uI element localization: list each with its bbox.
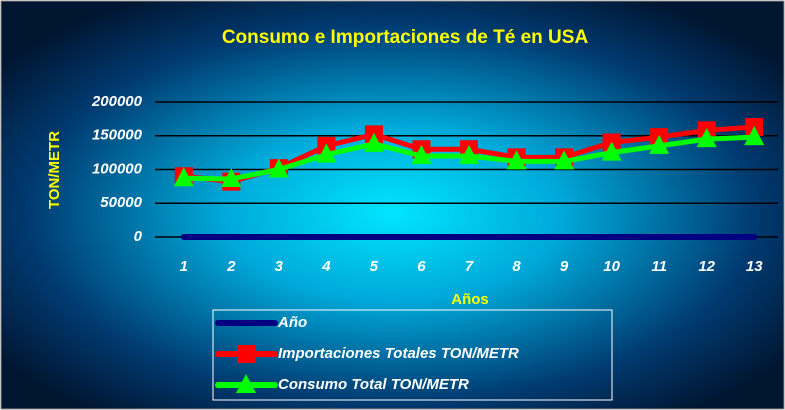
- x-tick-label: 7: [465, 258, 474, 275]
- x-tick-label: 8: [512, 258, 521, 275]
- marker: [268, 158, 289, 178]
- marker: [696, 128, 717, 148]
- x-tick-label: 10: [603, 258, 620, 275]
- x-tick-label: 5: [370, 258, 379, 275]
- x-tick-label: 2: [226, 258, 236, 275]
- x-tick-label: 6: [417, 258, 426, 275]
- chart-title: Consumo e Importaciones de Té en USA: [222, 27, 589, 48]
- x-tick-label: 4: [321, 258, 331, 275]
- marker: [221, 167, 242, 187]
- y-tick-label: 50000: [100, 194, 142, 211]
- legend-label: Consumo Total TON/METR: [278, 376, 469, 393]
- y-tick-label: 200000: [91, 93, 143, 110]
- marker: [459, 145, 479, 164]
- marker: [506, 150, 527, 170]
- marker: [363, 132, 384, 152]
- marker: [649, 134, 670, 154]
- x-tick-label: 11: [651, 258, 667, 275]
- legend-label: Importaciones Totales TON/METR: [278, 345, 519, 362]
- x-axis-label: Años: [451, 291, 489, 308]
- legend-label: Año: [277, 314, 307, 331]
- x-tick-label: 1: [180, 258, 188, 275]
- marker: [601, 141, 622, 161]
- marker: [554, 150, 575, 170]
- y-tick-label: 0: [134, 228, 143, 245]
- marker: [744, 126, 765, 146]
- legend: [212, 309, 613, 401]
- marker: [237, 345, 255, 363]
- y-tick-label: 150000: [92, 127, 143, 144]
- x-tick-label: 9: [560, 258, 569, 275]
- marker: [411, 145, 432, 164]
- x-tick-label: 12: [698, 258, 715, 275]
- marker: [316, 143, 337, 163]
- x-tick-label: 3: [275, 258, 284, 275]
- marker: [173, 167, 194, 187]
- y-axis-label: TON/METR: [46, 131, 63, 209]
- y-tick-label: 100000: [92, 160, 143, 177]
- x-tick-label: 13: [746, 258, 763, 275]
- marker: [236, 374, 256, 393]
